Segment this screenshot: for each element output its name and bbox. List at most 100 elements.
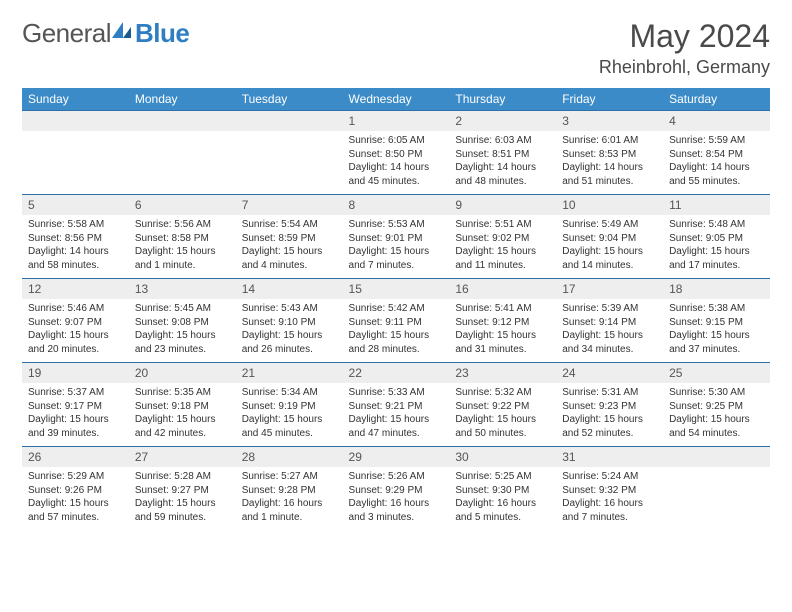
sunset-line: Sunset: 9:11 PM xyxy=(349,316,444,330)
sunrise-line: Sunrise: 5:41 AM xyxy=(455,302,550,316)
daylight-line: Daylight: 15 hours and 54 minutes. xyxy=(669,413,764,440)
sunrise-line: Sunrise: 5:58 AM xyxy=(28,218,123,232)
day-number-cell: 23 xyxy=(449,363,556,384)
daylight-line: Daylight: 15 hours and 1 minute. xyxy=(135,245,230,272)
day-detail-cell: Sunrise: 6:05 AMSunset: 8:50 PMDaylight:… xyxy=(343,131,450,195)
day-number-cell: 7 xyxy=(236,195,343,216)
day-number-cell: 8 xyxy=(343,195,450,216)
sunrise-line: Sunrise: 5:24 AM xyxy=(562,470,657,484)
location: Rheinbrohl, Germany xyxy=(599,57,770,78)
sunrise-line: Sunrise: 5:54 AM xyxy=(242,218,337,232)
daylight-line: Daylight: 15 hours and 57 minutes. xyxy=(28,497,123,524)
daylight-line: Daylight: 15 hours and 39 minutes. xyxy=(28,413,123,440)
day-number-cell: 31 xyxy=(556,447,663,468)
sunset-line: Sunset: 9:30 PM xyxy=(455,484,550,498)
sunrise-line: Sunrise: 5:31 AM xyxy=(562,386,657,400)
sunrise-line: Sunrise: 5:53 AM xyxy=(349,218,444,232)
daylight-line: Daylight: 15 hours and 50 minutes. xyxy=(455,413,550,440)
sunset-line: Sunset: 9:17 PM xyxy=(28,400,123,414)
sunrise-line: Sunrise: 5:37 AM xyxy=(28,386,123,400)
day-number-cell: 30 xyxy=(449,447,556,468)
weekday-header: Tuesday xyxy=(236,88,343,111)
daylight-line: Daylight: 15 hours and 20 minutes. xyxy=(28,329,123,356)
day-number-cell: 22 xyxy=(343,363,450,384)
sunset-line: Sunset: 8:59 PM xyxy=(242,232,337,246)
day-number-cell: 10 xyxy=(556,195,663,216)
day-detail-cell xyxy=(236,131,343,195)
daylight-line: Daylight: 15 hours and 42 minutes. xyxy=(135,413,230,440)
detail-row: Sunrise: 5:46 AMSunset: 9:07 PMDaylight:… xyxy=(22,299,770,363)
sunrise-line: Sunrise: 5:27 AM xyxy=(242,470,337,484)
sunrise-line: Sunrise: 5:45 AM xyxy=(135,302,230,316)
sunset-line: Sunset: 8:53 PM xyxy=(562,148,657,162)
day-detail-cell: Sunrise: 5:53 AMSunset: 9:01 PMDaylight:… xyxy=(343,215,450,279)
day-number-cell: 19 xyxy=(22,363,129,384)
day-detail-cell: Sunrise: 5:28 AMSunset: 9:27 PMDaylight:… xyxy=(129,467,236,530)
day-number-cell: 11 xyxy=(663,195,770,216)
day-detail-cell: Sunrise: 5:43 AMSunset: 9:10 PMDaylight:… xyxy=(236,299,343,363)
detail-row: Sunrise: 5:29 AMSunset: 9:26 PMDaylight:… xyxy=(22,467,770,530)
daylight-line: Daylight: 16 hours and 5 minutes. xyxy=(455,497,550,524)
sunrise-line: Sunrise: 5:46 AM xyxy=(28,302,123,316)
sunset-line: Sunset: 9:32 PM xyxy=(562,484,657,498)
day-number-cell: 1 xyxy=(343,111,450,132)
day-detail-cell: Sunrise: 5:58 AMSunset: 8:56 PMDaylight:… xyxy=(22,215,129,279)
sunset-line: Sunset: 9:25 PM xyxy=(669,400,764,414)
day-detail-cell: Sunrise: 5:38 AMSunset: 9:15 PMDaylight:… xyxy=(663,299,770,363)
day-number-cell: 21 xyxy=(236,363,343,384)
logo-mark-icon xyxy=(111,20,133,40)
day-detail-cell: Sunrise: 5:49 AMSunset: 9:04 PMDaylight:… xyxy=(556,215,663,279)
day-detail-cell: Sunrise: 5:42 AMSunset: 9:11 PMDaylight:… xyxy=(343,299,450,363)
sunset-line: Sunset: 8:51 PM xyxy=(455,148,550,162)
day-detail-cell: Sunrise: 5:39 AMSunset: 9:14 PMDaylight:… xyxy=(556,299,663,363)
sunrise-line: Sunrise: 5:29 AM xyxy=(28,470,123,484)
daylight-line: Daylight: 15 hours and 17 minutes. xyxy=(669,245,764,272)
daylight-line: Daylight: 15 hours and 23 minutes. xyxy=(135,329,230,356)
day-detail-cell: Sunrise: 5:35 AMSunset: 9:18 PMDaylight:… xyxy=(129,383,236,447)
sunset-line: Sunset: 8:56 PM xyxy=(28,232,123,246)
logo-text-general: General xyxy=(22,18,111,49)
daylight-line: Daylight: 15 hours and 14 minutes. xyxy=(562,245,657,272)
day-detail-cell: Sunrise: 5:29 AMSunset: 9:26 PMDaylight:… xyxy=(22,467,129,530)
day-number-cell: 4 xyxy=(663,111,770,132)
calendar-body: 1234 Sunrise: 6:05 AMSunset: 8:50 PMDayl… xyxy=(22,111,770,531)
detail-row: Sunrise: 5:37 AMSunset: 9:17 PMDaylight:… xyxy=(22,383,770,447)
daylight-line: Daylight: 14 hours and 58 minutes. xyxy=(28,245,123,272)
sunset-line: Sunset: 9:07 PM xyxy=(28,316,123,330)
sunrise-line: Sunrise: 5:56 AM xyxy=(135,218,230,232)
weekday-header: Saturday xyxy=(663,88,770,111)
sunrise-line: Sunrise: 5:28 AM xyxy=(135,470,230,484)
page-title: May 2024 xyxy=(599,18,770,55)
day-detail-cell: Sunrise: 5:24 AMSunset: 9:32 PMDaylight:… xyxy=(556,467,663,530)
sunset-line: Sunset: 9:08 PM xyxy=(135,316,230,330)
daylight-line: Daylight: 16 hours and 1 minute. xyxy=(242,497,337,524)
day-number-cell: 12 xyxy=(22,279,129,300)
day-detail-cell xyxy=(663,467,770,530)
day-detail-cell: Sunrise: 5:31 AMSunset: 9:23 PMDaylight:… xyxy=(556,383,663,447)
daynum-row: 12131415161718 xyxy=(22,279,770,300)
sunset-line: Sunset: 9:21 PM xyxy=(349,400,444,414)
day-number-cell: 5 xyxy=(22,195,129,216)
daylight-line: Daylight: 15 hours and 11 minutes. xyxy=(455,245,550,272)
day-detail-cell: Sunrise: 5:26 AMSunset: 9:29 PMDaylight:… xyxy=(343,467,450,530)
title-block: May 2024 Rheinbrohl, Germany xyxy=(599,18,770,78)
day-detail-cell: Sunrise: 5:45 AMSunset: 9:08 PMDaylight:… xyxy=(129,299,236,363)
sunset-line: Sunset: 9:26 PM xyxy=(28,484,123,498)
sunrise-line: Sunrise: 5:59 AM xyxy=(669,134,764,148)
sunrise-line: Sunrise: 5:48 AM xyxy=(669,218,764,232)
day-number-cell: 13 xyxy=(129,279,236,300)
day-number-cell: 27 xyxy=(129,447,236,468)
day-detail-cell: Sunrise: 5:33 AMSunset: 9:21 PMDaylight:… xyxy=(343,383,450,447)
day-number-cell: 18 xyxy=(663,279,770,300)
day-number-cell xyxy=(22,111,129,132)
weekday-header: Friday xyxy=(556,88,663,111)
day-number-cell: 15 xyxy=(343,279,450,300)
weekday-header: Thursday xyxy=(449,88,556,111)
sunrise-line: Sunrise: 5:39 AM xyxy=(562,302,657,316)
day-number-cell: 14 xyxy=(236,279,343,300)
daynum-row: 1234 xyxy=(22,111,770,132)
day-detail-cell: Sunrise: 5:34 AMSunset: 9:19 PMDaylight:… xyxy=(236,383,343,447)
sunrise-line: Sunrise: 5:26 AM xyxy=(349,470,444,484)
sunset-line: Sunset: 9:02 PM xyxy=(455,232,550,246)
daylight-line: Daylight: 15 hours and 45 minutes. xyxy=(242,413,337,440)
